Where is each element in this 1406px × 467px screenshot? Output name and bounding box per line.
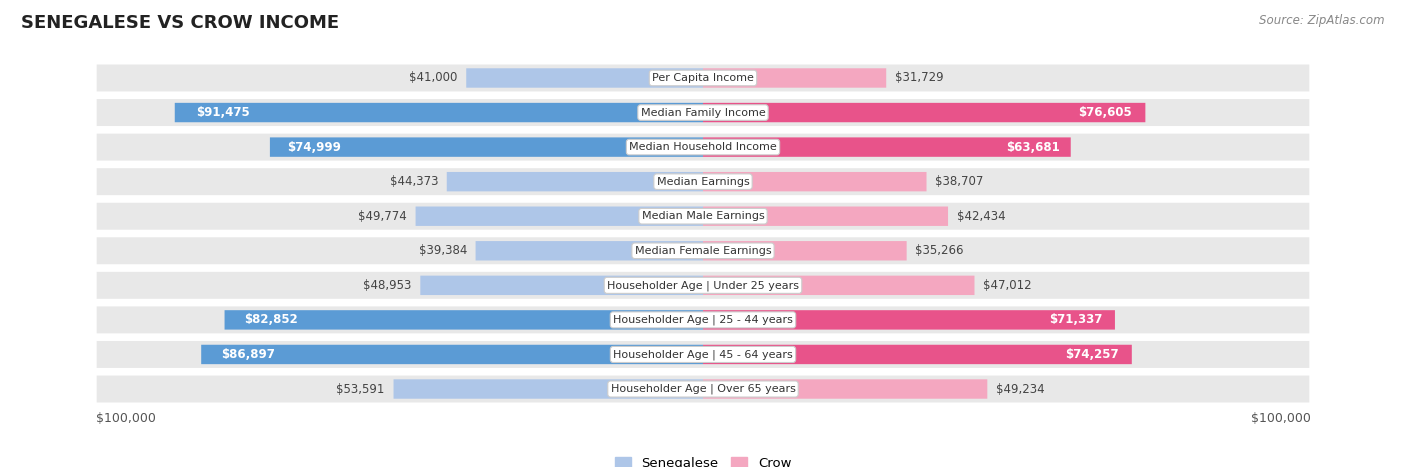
FancyBboxPatch shape [97,237,1309,264]
Text: $91,475: $91,475 [195,106,250,119]
Text: Median Family Income: Median Family Income [641,107,765,118]
Text: Median Male Earnings: Median Male Earnings [641,211,765,221]
Text: $31,729: $31,729 [894,71,943,85]
Text: Householder Age | 45 - 64 years: Householder Age | 45 - 64 years [613,349,793,360]
FancyBboxPatch shape [420,276,703,295]
FancyBboxPatch shape [447,172,703,191]
Text: Householder Age | 25 - 44 years: Householder Age | 25 - 44 years [613,315,793,325]
Text: $49,774: $49,774 [359,210,406,223]
Text: $42,434: $42,434 [956,210,1005,223]
FancyBboxPatch shape [475,241,703,261]
FancyBboxPatch shape [703,137,1071,157]
Text: Householder Age | Over 65 years: Householder Age | Over 65 years [610,384,796,394]
Text: SENEGALESE VS CROW INCOME: SENEGALESE VS CROW INCOME [21,14,339,32]
Legend: Senegalese, Crow: Senegalese, Crow [609,452,797,467]
FancyBboxPatch shape [97,306,1309,333]
Text: $35,266: $35,266 [915,244,963,257]
FancyBboxPatch shape [703,241,907,261]
FancyBboxPatch shape [174,103,703,122]
Text: $82,852: $82,852 [243,313,298,326]
Text: Householder Age | Under 25 years: Householder Age | Under 25 years [607,280,799,290]
FancyBboxPatch shape [97,203,1309,230]
Text: $47,012: $47,012 [983,279,1032,292]
FancyBboxPatch shape [394,379,703,399]
FancyBboxPatch shape [703,68,886,88]
FancyBboxPatch shape [467,68,703,88]
Text: $53,591: $53,591 [336,382,385,396]
Text: Median Earnings: Median Earnings [657,177,749,187]
Text: $86,897: $86,897 [221,348,276,361]
Text: $49,234: $49,234 [995,382,1045,396]
Text: Median Female Earnings: Median Female Earnings [634,246,772,256]
FancyBboxPatch shape [703,172,927,191]
FancyBboxPatch shape [97,99,1309,126]
FancyBboxPatch shape [97,168,1309,195]
Text: $74,999: $74,999 [287,141,342,154]
Text: $74,257: $74,257 [1066,348,1119,361]
FancyBboxPatch shape [703,379,987,399]
FancyBboxPatch shape [225,310,703,330]
FancyBboxPatch shape [97,64,1309,92]
Text: Median Household Income: Median Household Income [628,142,778,152]
FancyBboxPatch shape [201,345,703,364]
FancyBboxPatch shape [703,206,948,226]
FancyBboxPatch shape [97,134,1309,161]
Text: Per Capita Income: Per Capita Income [652,73,754,83]
Text: $63,681: $63,681 [1005,141,1060,154]
Text: $71,337: $71,337 [1049,313,1102,326]
FancyBboxPatch shape [703,345,1132,364]
FancyBboxPatch shape [703,276,974,295]
Text: $39,384: $39,384 [419,244,467,257]
FancyBboxPatch shape [97,375,1309,403]
Text: $76,605: $76,605 [1078,106,1132,119]
Text: $48,953: $48,953 [363,279,412,292]
Text: $44,373: $44,373 [389,175,439,188]
Text: Source: ZipAtlas.com: Source: ZipAtlas.com [1260,14,1385,27]
FancyBboxPatch shape [703,103,1146,122]
FancyBboxPatch shape [703,310,1115,330]
FancyBboxPatch shape [416,206,703,226]
Text: $41,000: $41,000 [409,71,457,85]
Text: $38,707: $38,707 [935,175,984,188]
FancyBboxPatch shape [97,272,1309,299]
FancyBboxPatch shape [97,341,1309,368]
FancyBboxPatch shape [270,137,703,157]
